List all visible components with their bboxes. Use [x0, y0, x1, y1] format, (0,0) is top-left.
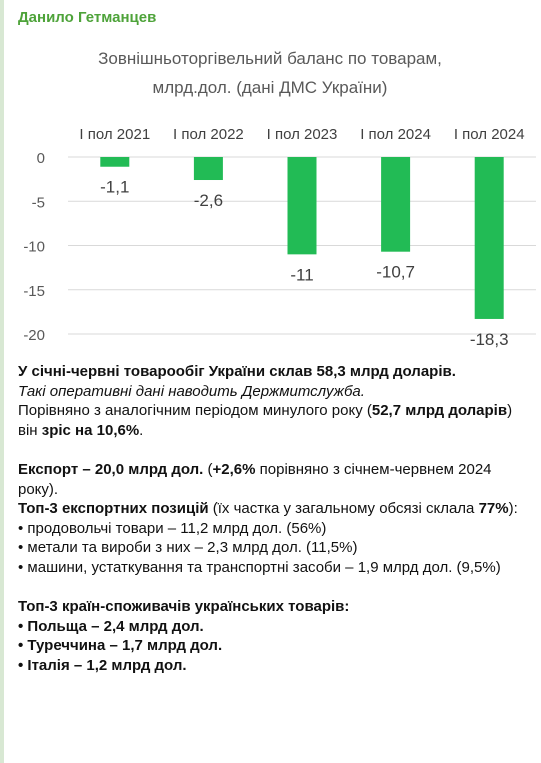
y-tick-label: -15 [23, 283, 45, 300]
category-label: I пол 2023 [267, 126, 338, 143]
category-label: I пол 2022 [173, 126, 244, 143]
data-label: -1,1 [100, 178, 129, 197]
data-label: -2,6 [194, 191, 223, 210]
export-growth: +2,6% [212, 460, 256, 478]
data-label: -10,7 [376, 263, 415, 282]
list-item: • Туреччина – 1,7 млрд дол. [18, 637, 223, 655]
turnover-headline: У січні-червні товарообіг України склав … [18, 363, 456, 380]
list-item: • метали та вироби з них – 2,3 млрд дол.… [18, 539, 358, 557]
y-tick-label: -10 [23, 239, 45, 256]
paragraph-comparison: Порівняно з аналогічним періодом минулог… [18, 401, 530, 440]
message-text: У січні-червні товарообіг України склав … [18, 362, 530, 676]
bar-chart: Зовнішньоторгівельний баланс по товарам,… [23, 49, 536, 349]
category-label: I пол 2024 [360, 126, 431, 143]
paragraph-turnover: У січні-червні товарообіг України склав … [18, 362, 530, 382]
paragraph-source: Такі оперативні дані наводить Держмитслу… [18, 382, 530, 402]
paragraph-top-export: Топ-3 експортних позицій (їх частка у за… [18, 499, 530, 519]
list-item: • Італія – 1,2 млрд дол. [18, 656, 187, 674]
growth-value: зріс на 10,6% [41, 421, 140, 439]
export-text: ( [203, 460, 213, 478]
bar [287, 157, 317, 255]
category-label: I пол 2024 [454, 126, 525, 143]
top-export-text: ): [508, 500, 518, 518]
last-year-value: 52,7 млрд доларів [371, 402, 508, 420]
top-export-share: 77% [478, 500, 509, 518]
y-tick-label: -20 [23, 327, 45, 344]
source-note: Такі оперативні дані наводить Держмитслу… [18, 382, 365, 400]
bar [100, 157, 130, 167]
chart-title-line2: млрд.дол. (дані ДМС України) [153, 78, 388, 97]
category-label: I пол 2021 [79, 126, 150, 143]
bar [474, 157, 504, 319]
comparison-text: ) він [18, 402, 513, 439]
y-tick-label: 0 [37, 150, 45, 167]
bar [381, 157, 411, 252]
export-text: порівняно з січнем-червнем 2024 року). [18, 460, 492, 498]
list-item: • продовольчі товари – 11,2 млрд дол. (5… [18, 519, 327, 537]
top-countries-heading: Топ-3 країн-споживачів українських товар… [18, 598, 350, 616]
chart-title-line1: Зовнішньоторгівельний баланс по товарам, [98, 49, 442, 68]
top-export-text: (їх частка у загальному обсязі склала [208, 500, 479, 518]
data-label: -18,3 [470, 330, 509, 349]
export-value: Експорт – 20,0 млрд дол. [18, 460, 204, 478]
top-export-heading: Топ-3 експортних позицій [18, 500, 209, 518]
comparison-text: Порівняно з аналогічним періодом минулог… [18, 402, 372, 420]
author-name[interactable]: Данило Гетманцев [18, 9, 157, 26]
y-tick-label: -5 [32, 194, 45, 211]
list-item: • машини, устаткування та транспортні за… [18, 558, 501, 576]
paragraph-export: Експорт – 20,0 млрд дол. (+2,6% порівнян… [18, 460, 530, 499]
data-label: -11 [290, 265, 313, 284]
list-item: • Польща – 2,4 млрд дол. [18, 617, 204, 635]
chart-image[interactable]: Зовнішньоторгівельний баланс по товарам,… [8, 36, 541, 356]
bar [193, 157, 223, 181]
comparison-text: . [139, 421, 144, 439]
